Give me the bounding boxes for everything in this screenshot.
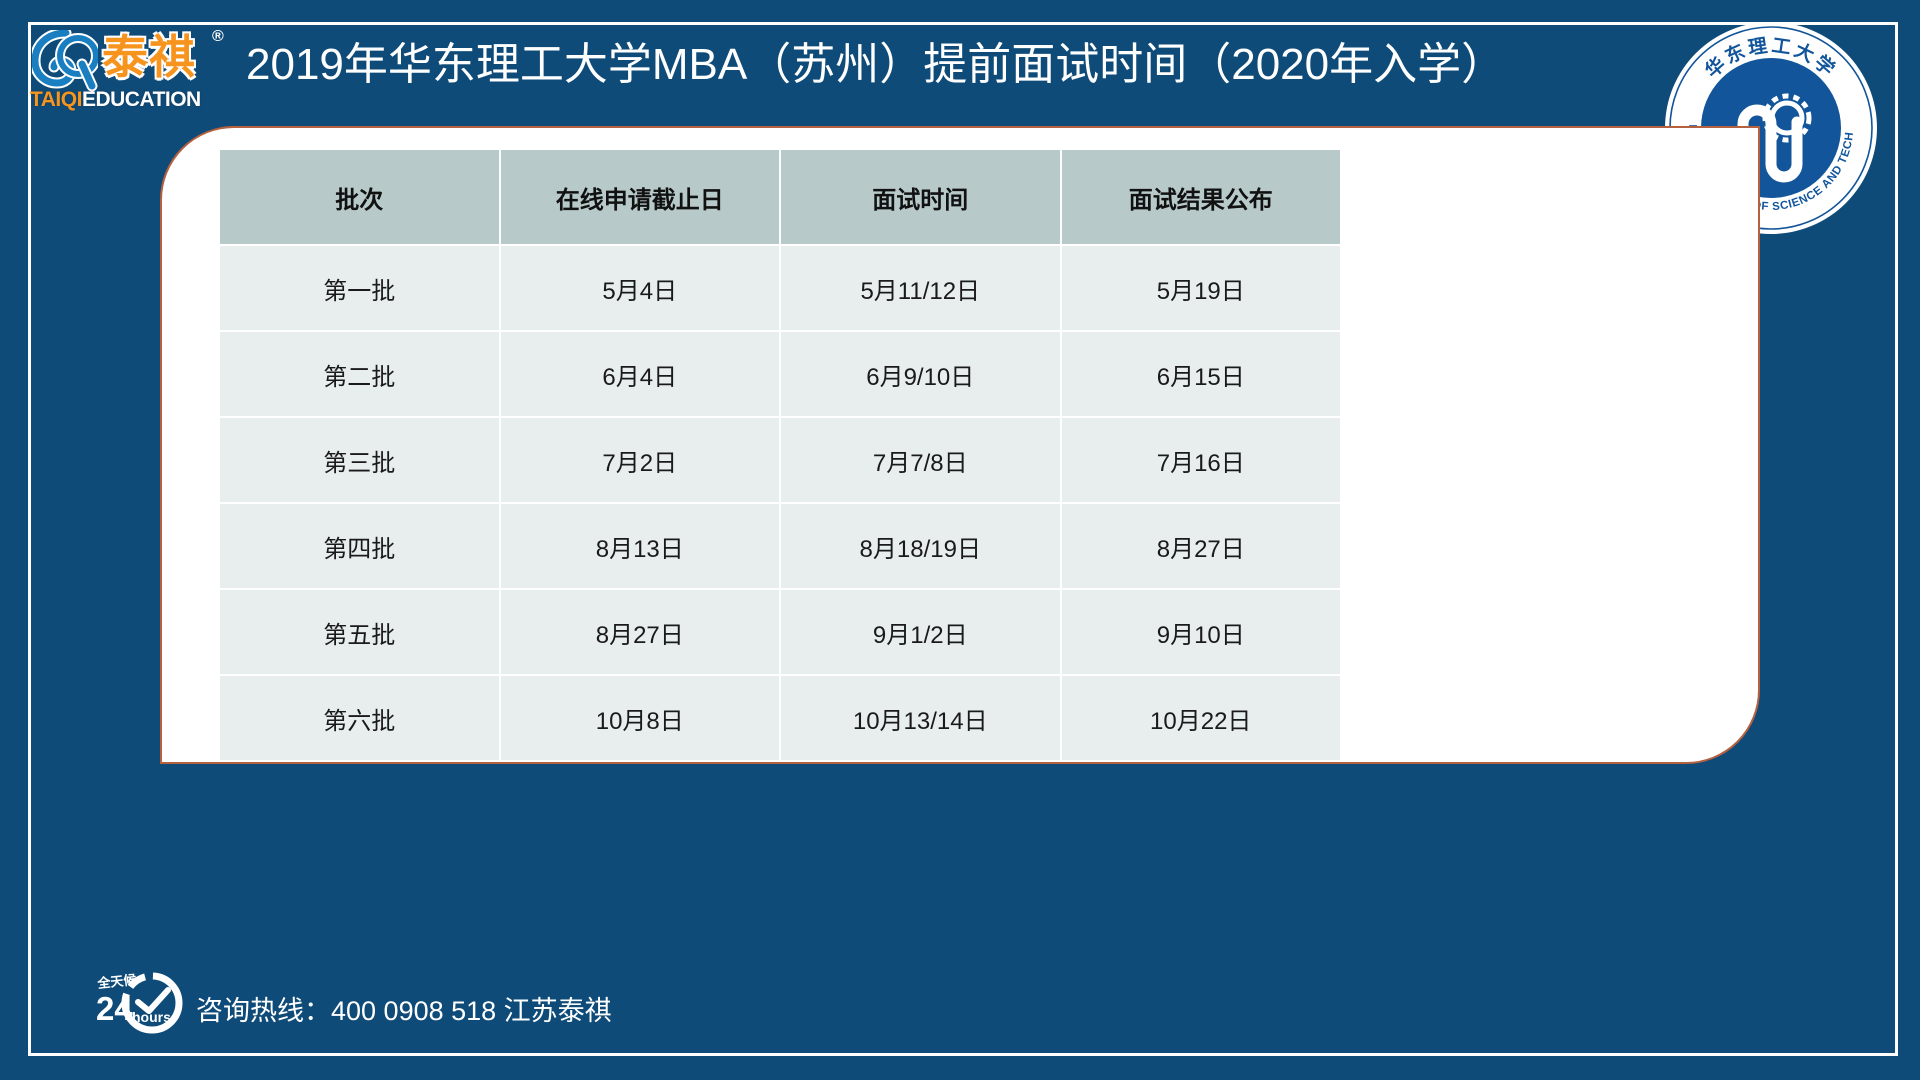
registered-trademark-icon: ® (212, 28, 224, 45)
table-row: 第三批 7月2日 7月7/8日 7月16日 (220, 418, 1340, 502)
cell-result-announcement: 7月16日 (1061, 418, 1340, 502)
svg-text:hours: hours (132, 1009, 171, 1025)
cell-application-deadline: 6月4日 (500, 332, 779, 416)
table-header-row: 批次 在线申请截止日 面试时间 面试结果公布 (220, 150, 1340, 244)
column-header-interview-date: 面试时间 (781, 150, 1060, 244)
cell-application-deadline: 5月4日 (500, 246, 779, 330)
taiqi-logo-en-name: TAIQIEDUCATION (30, 88, 201, 112)
column-header-batch: 批次 (220, 150, 499, 244)
cell-interview-date: 6月9/10日 (781, 332, 1060, 416)
hotline-text: 咨询热线：400 0908 518 江苏泰祺 (196, 996, 612, 1026)
taiqi-swirl-icon (29, 27, 101, 92)
svg-text:全天候: 全天候 (96, 972, 138, 992)
cell-result-announcement: 8月27日 (1061, 504, 1340, 588)
cell-application-deadline: 8月13日 (500, 504, 779, 588)
cell-interview-date: 7月7/8日 (781, 418, 1060, 502)
cell-batch: 第六批 (220, 676, 499, 760)
cell-interview-date: 5月11/12日 (781, 246, 1060, 330)
cell-batch: 第四批 (220, 504, 499, 588)
table-row: 第六批 10月8日 10月13/14日 10月22日 (220, 676, 1340, 760)
cell-result-announcement: 10月22日 (1061, 676, 1340, 760)
table-row: 第四批 8月13日 8月18/19日 8月27日 (220, 504, 1340, 588)
cell-application-deadline: 8月27日 (500, 590, 779, 674)
footer: 全天候 24 hours 咨询热线：400 0908 518 江苏泰祺 (0, 950, 1920, 1080)
cell-application-deadline: 7月2日 (500, 418, 779, 502)
cell-interview-date: 9月1/2日 (781, 590, 1060, 674)
taiqi-logo-en-part2: EDUCATION (81, 88, 201, 111)
cell-batch: 第五批 (220, 590, 499, 674)
cell-result-announcement: 5月19日 (1061, 246, 1340, 330)
table-row: 第五批 8月27日 9月1/2日 9月10日 (220, 590, 1340, 674)
cell-batch: 第三批 (220, 418, 499, 502)
cell-interview-date: 10月13/14日 (781, 676, 1060, 760)
cell-batch: 第二批 (220, 332, 499, 416)
svg-text:24: 24 (96, 990, 133, 1027)
cell-interview-date: 8月18/19日 (781, 504, 1060, 588)
interview-schedule-table: 批次 在线申请截止日 面试时间 面试结果公布 第一批 5月4日 5月11/12日… (218, 148, 1342, 760)
column-header-result-announcement: 面试结果公布 (1061, 150, 1340, 244)
cell-application-deadline: 10月8日 (500, 676, 779, 760)
column-header-application-deadline: 在线申请截止日 (500, 150, 779, 244)
header: 泰祺 ® TAIQIEDUCATION 2019年华东理工大学MBA（苏州）提前… (0, 0, 1920, 234)
table-row: 第二批 6月4日 6月9/10日 6月15日 (220, 332, 1340, 416)
page-title: 2019年华东理工大学MBA（苏州）提前面试时间（2020年入学） (246, 40, 1506, 89)
24-hours-clock-icon: 全天候 24 hours (94, 970, 190, 1036)
cell-result-announcement: 9月10日 (1061, 590, 1340, 674)
taiqi-logo-en-part1: TAIQI (30, 88, 82, 111)
cell-result-announcement: 6月15日 (1061, 332, 1340, 416)
cell-batch: 第一批 (220, 246, 499, 330)
table-row: 第一批 5月4日 5月11/12日 5月19日 (220, 246, 1340, 330)
taiqi-logo-cn-name: 泰祺 (102, 31, 196, 83)
taiqi-logo: 泰祺 ® TAIQIEDUCATION (28, 26, 236, 114)
